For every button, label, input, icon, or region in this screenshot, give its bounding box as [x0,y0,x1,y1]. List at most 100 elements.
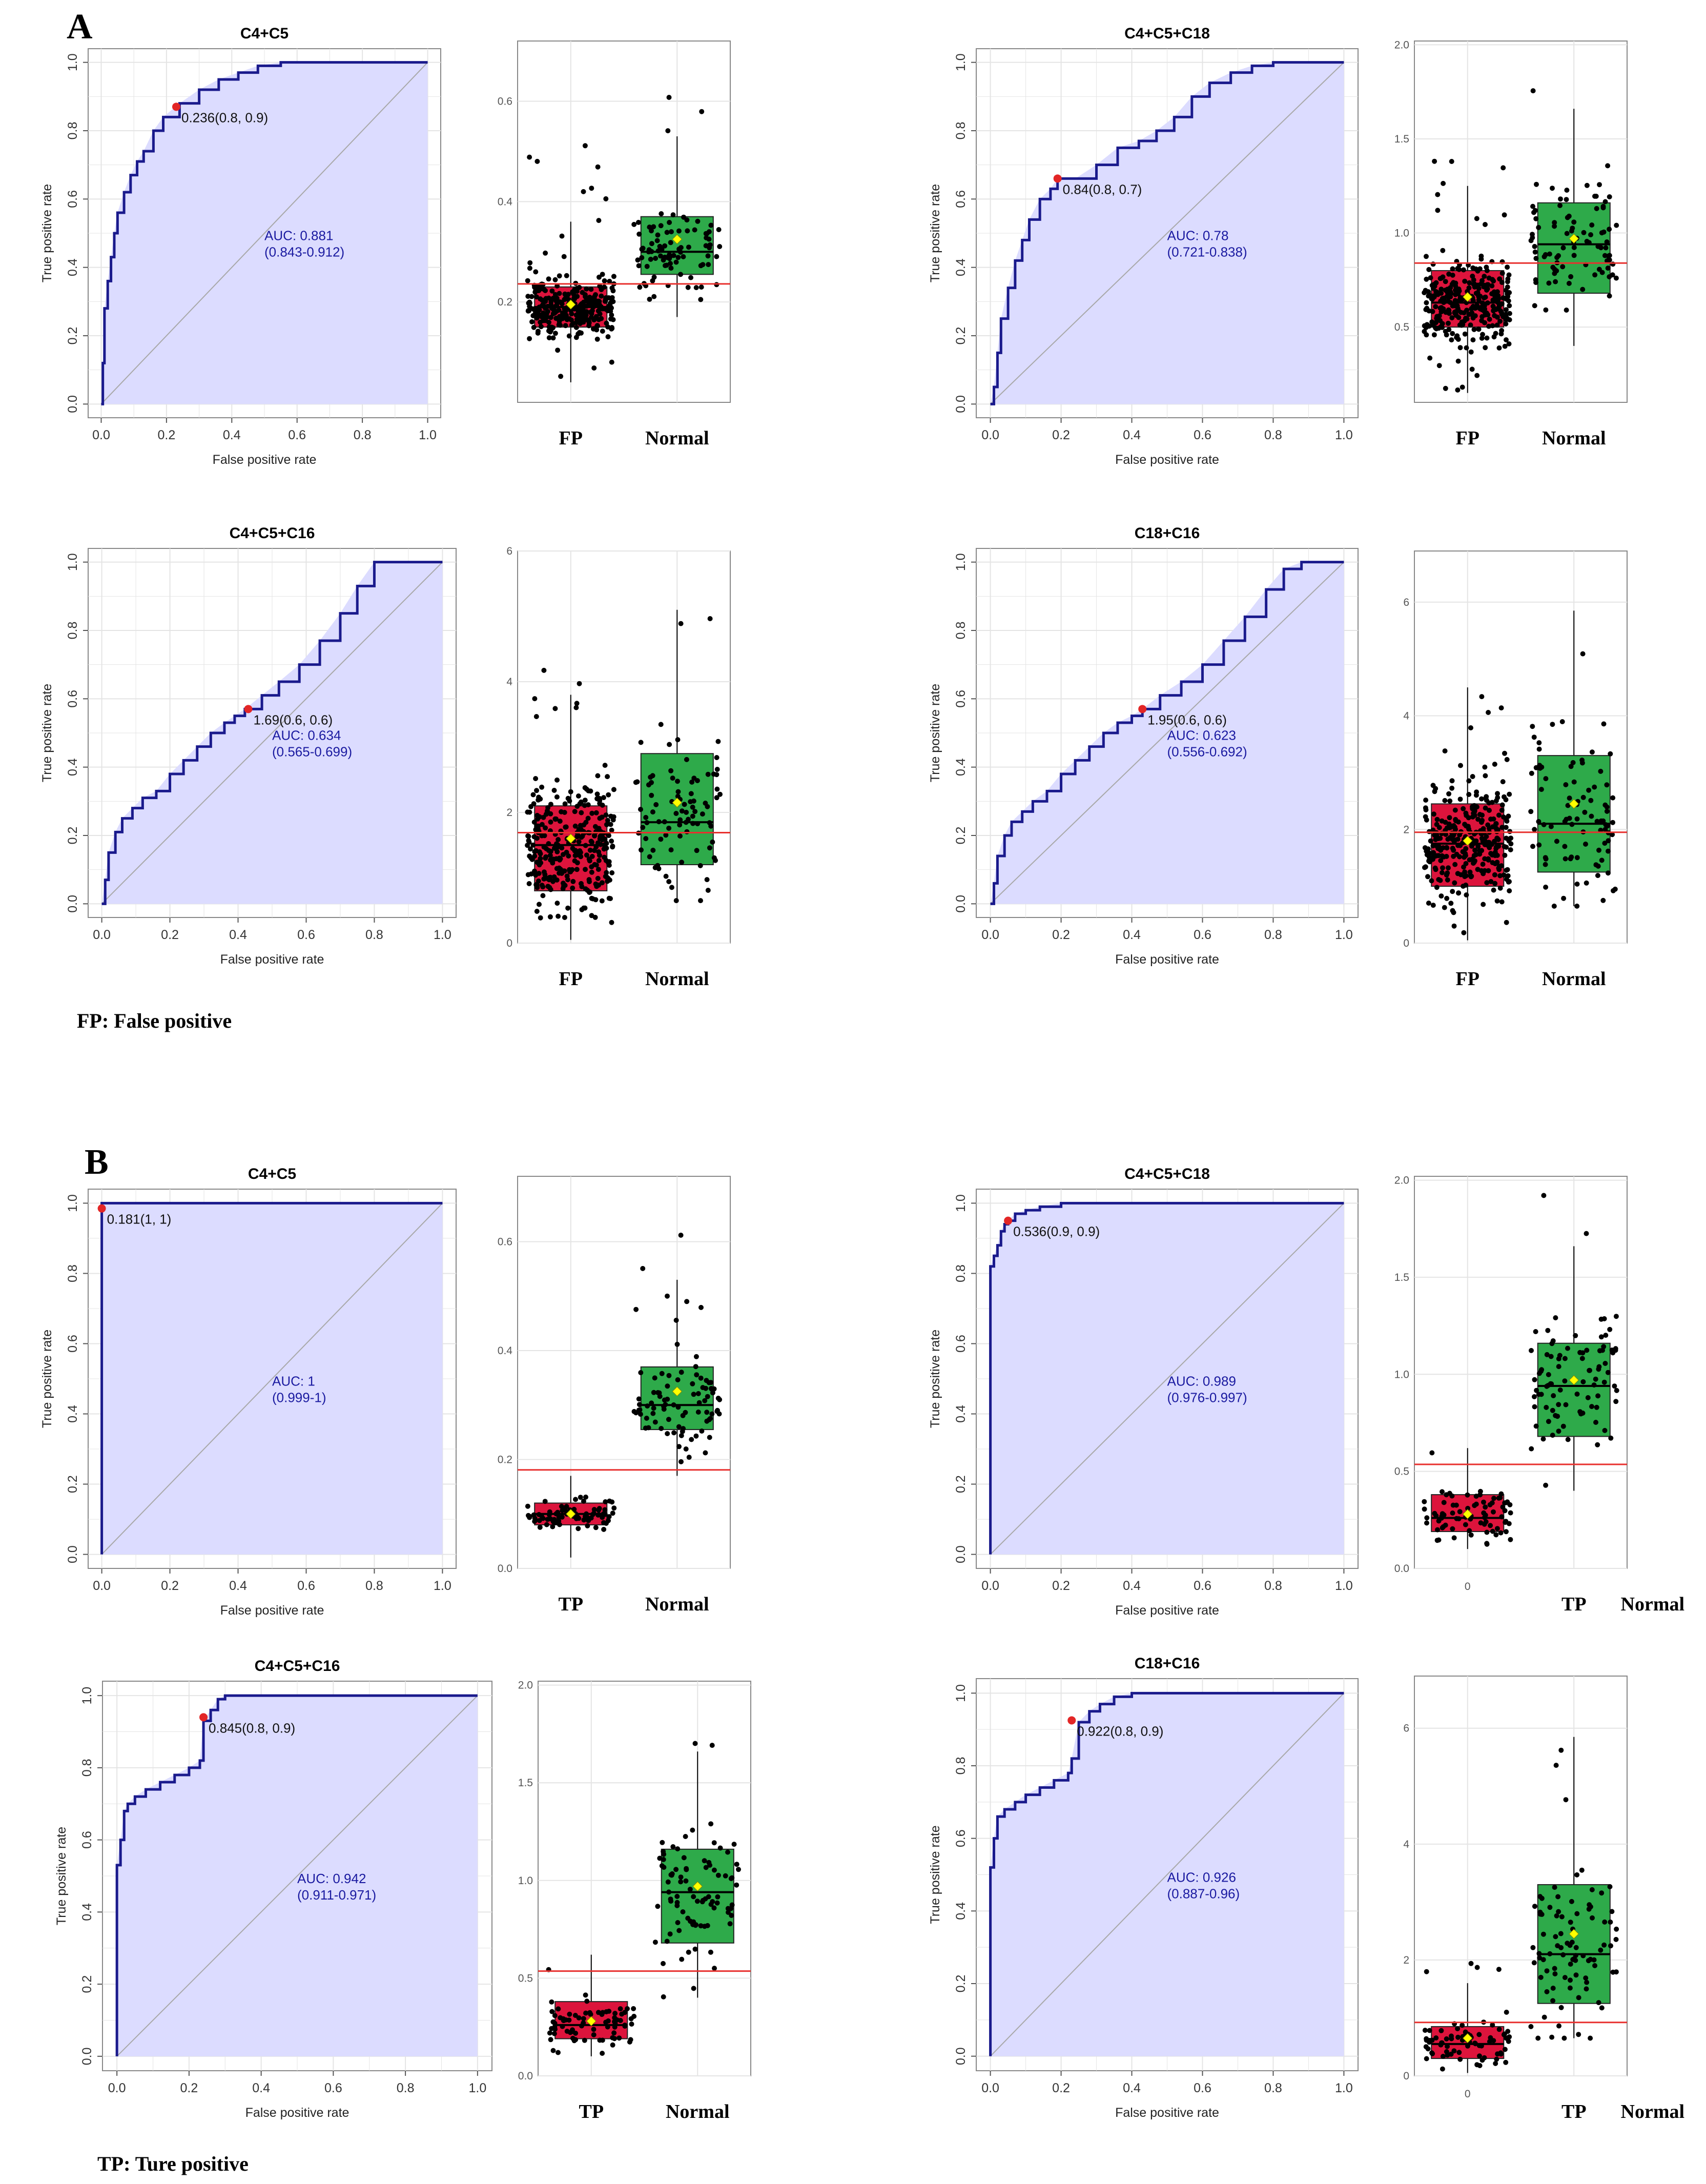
data-point [1468,874,1474,880]
y-tick-label: 1.0 [518,1875,533,1887]
data-point [1482,295,1487,300]
data-point [1495,791,1500,797]
data-point [1457,854,1462,860]
data-point [533,269,539,275]
data-point [1536,1951,1542,1956]
data-point [1496,2027,1502,2032]
data-point [1474,1965,1480,1970]
data-point [655,248,661,254]
data-point [686,1455,692,1460]
data-point [602,854,607,860]
data-point [1602,841,1608,846]
footnote-tp: TP: Ture positive [97,2152,249,2175]
data-point [666,825,672,831]
data-point [1569,1940,1575,1945]
cutoff-label: 1.95(0.6, 0.6) [1147,712,1227,727]
data-point [1508,847,1513,852]
data-point [1435,192,1441,197]
data-point [715,1396,721,1401]
data-point [532,696,538,702]
data-point [539,1513,544,1519]
data-point [1482,764,1488,770]
data-point [649,228,654,234]
data-point [1550,722,1555,727]
data-point [1566,213,1572,219]
data-point [579,834,584,840]
data-point [1604,808,1610,814]
data-point [1484,1541,1490,1547]
data-point [665,1879,671,1885]
category-label: TP [558,1594,583,1615]
data-point [543,299,548,304]
data-point [601,1520,606,1525]
data-point [1531,734,1537,740]
data-point [682,802,687,807]
data-point [582,292,588,297]
data-point [1582,809,1588,815]
data-point [1495,827,1501,833]
category-label: TP [579,2101,604,2122]
data-point [707,1863,712,1868]
data-point [703,243,709,249]
data-point [1422,1506,1427,1512]
data-point [693,1364,698,1370]
data-point [603,812,609,818]
data-point [1483,345,1488,351]
data-point [667,1931,673,1937]
data-point [611,1505,617,1511]
data-point [684,757,689,762]
data-point [636,231,642,237]
data-point [575,308,581,314]
data-point [1479,835,1485,841]
data-point [1473,266,1478,272]
data-point [1468,1516,1473,1522]
data-point [1483,773,1488,779]
auc-label: AUC: 0.634 [272,727,341,743]
data-point [595,867,601,872]
data-point [1551,903,1557,909]
x-tick-label: 0.8 [1264,428,1282,442]
data-point [571,291,577,297]
data-point [663,873,669,879]
data-point [714,795,720,801]
data-point [602,763,608,768]
data-point [1460,2023,1465,2028]
data-point [1471,853,1477,859]
data-point [1469,306,1474,312]
roc-diagonal [990,1692,1345,2057]
category-label: 0 [1465,1581,1471,1593]
data-point [552,331,558,336]
data-point [1453,280,1458,286]
y-axis-label: True positive rate [928,184,942,282]
data-point [1472,847,1478,853]
data-point [600,880,605,886]
data-point [660,1840,665,1845]
data-point [717,244,723,249]
cutoff-point [1067,1716,1076,1725]
data-point [1470,774,1475,779]
data-point [1494,2056,1499,2062]
data-point [1550,264,1556,270]
data-point [1436,1518,1442,1524]
x-tick-label: 0.2 [1052,2081,1070,2095]
data-point [610,299,616,304]
data-point [650,847,656,853]
data-point [1569,822,1575,827]
data-point [1490,2022,1495,2028]
category-label: Normal [645,968,709,990]
cutoff-point [97,1204,106,1213]
roc-diagonal [990,62,1345,405]
cutoff-label: 0.845(0.8, 0.9) [209,1720,295,1736]
data-point [530,313,536,318]
data-point [678,621,684,626]
data-point [679,1370,684,1375]
data-point [1594,206,1599,211]
data-point [1440,1489,1445,1495]
y-axis-label: True positive rate [40,1330,54,1428]
data-point [1427,355,1433,361]
y-axis-label: True positive rate [928,1825,942,1924]
data-point [554,841,559,847]
data-point [552,706,558,711]
data-point [1614,1387,1619,1393]
data-point [694,1372,700,1378]
